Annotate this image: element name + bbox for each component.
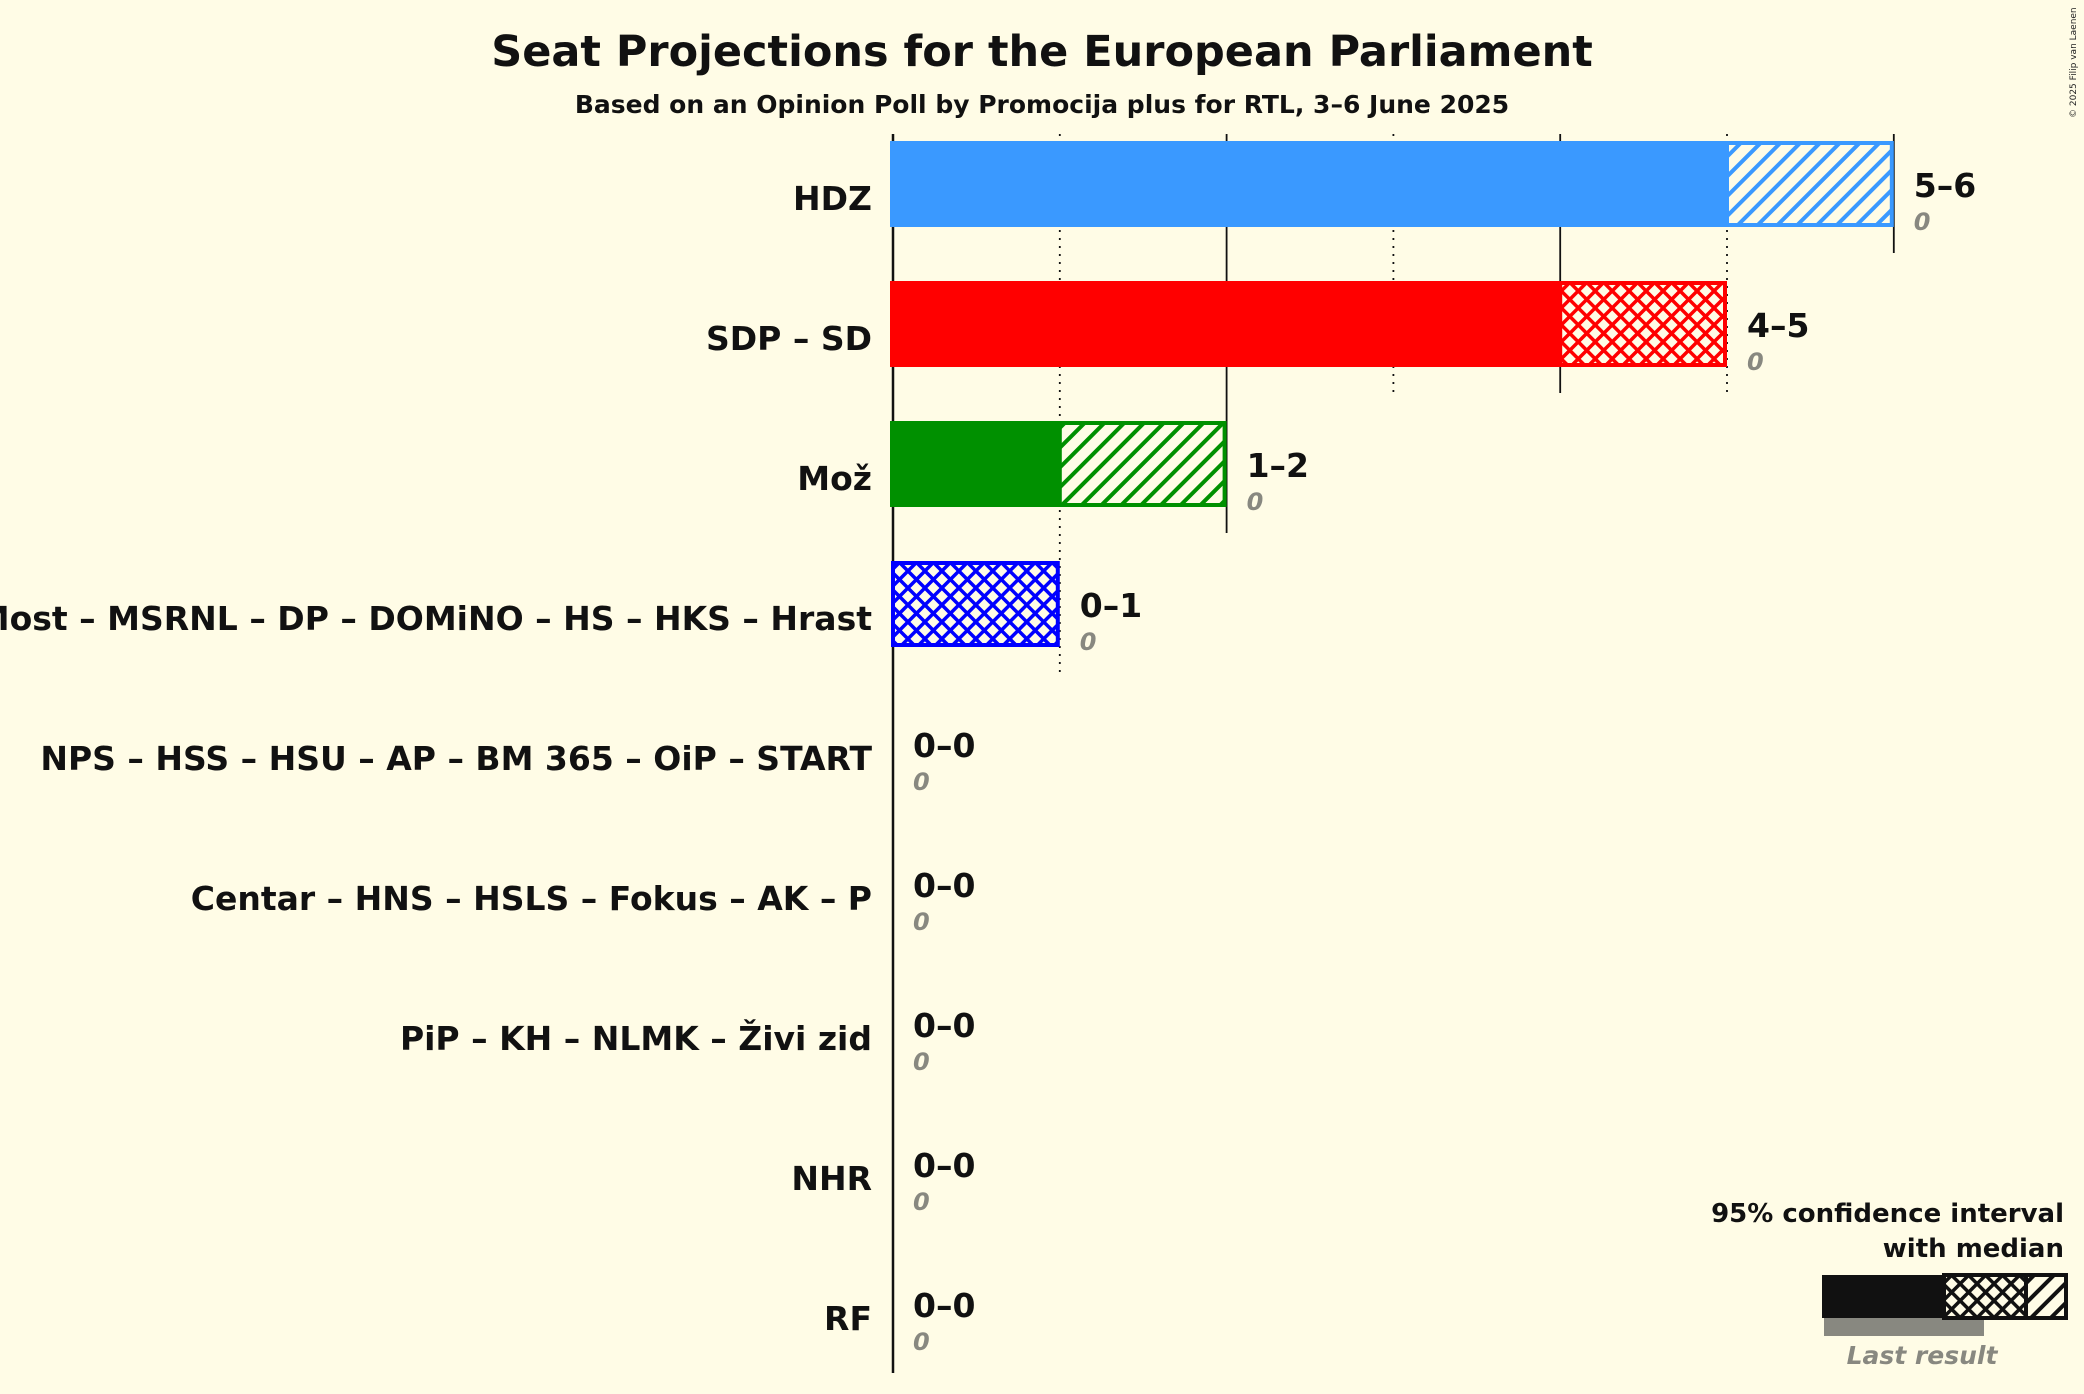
party-label: RF <box>824 1299 872 1338</box>
last-result-label: 0 <box>913 1188 930 1216</box>
copyright-notice: © 2025 Filip van Laenen <box>2069 7 2079 118</box>
last-result-label: 0 <box>1747 348 1764 376</box>
range-label: 0–0 <box>913 1146 975 1185</box>
party-label: NHR <box>791 1159 872 1198</box>
legend-last-result-label: Last result <box>1847 1341 1999 1370</box>
range-label: 0–0 <box>913 866 975 905</box>
legend-last-result-bar <box>1824 1318 1984 1336</box>
party-labels: HDZ 5–6 0 SDP – SD 4–5 0 Mož 1–2 0 Most – MSRNL –… <box>0 166 1976 1356</box>
bar-row-sdp-sd <box>890 281 1727 367</box>
party-label: Most – MSRNL – DP – DOMiNO – HS – HKS – … <box>0 599 872 638</box>
bar-crosshatch <box>1558 281 1727 367</box>
bar-crosshatch <box>891 561 1060 647</box>
legend-hatch-bar <box>2024 1273 2068 1320</box>
range-label: 0–1 <box>1080 586 1142 625</box>
bar-row-mo- <box>890 421 1227 507</box>
bar-hatch <box>1057 421 1227 507</box>
legend-crosshatch-bar <box>1942 1273 2028 1320</box>
bars-group <box>890 141 1894 647</box>
legend: 95% confidence interval with median Last… <box>1711 1199 2068 1370</box>
party-label: HDZ <box>793 179 872 218</box>
last-result-label: 0 <box>913 1328 930 1356</box>
range-label: 1–2 <box>1247 446 1309 485</box>
range-label: 4–5 <box>1747 306 1809 345</box>
legend-title-line2: with median <box>1883 1234 2064 1264</box>
chart-subtitle: Based on an Opinion Poll by Promocija pl… <box>575 90 1509 119</box>
party-label: SDP – SD <box>706 319 872 358</box>
legend-title-line1: 95% confidence interval <box>1711 1199 2064 1229</box>
party-label: NPS – HSS – HSU – AP – BM 365 – OiP – ST… <box>40 739 872 778</box>
last-result-label: 0 <box>1914 208 1931 236</box>
last-result-label: 0 <box>913 1048 930 1076</box>
bar-row-most-msrnl-dp-domino-hs-hks-hrast <box>891 561 1060 647</box>
legend-solid-bar <box>1822 1275 1945 1318</box>
range-label: 0–0 <box>913 726 975 765</box>
party-label: Mož <box>797 459 872 498</box>
bar-row-hdz <box>890 141 1894 227</box>
chart-title: Seat Projections for the European Parlia… <box>491 27 1593 77</box>
party-label: PiP – KH – NLMK – Živi zid <box>400 1018 872 1058</box>
last-result-label: 0 <box>913 768 930 796</box>
last-result-label: 0 <box>913 908 930 936</box>
bar-hatch <box>1725 141 1894 227</box>
range-label: 5–6 <box>1914 166 1976 205</box>
party-label: Centar – HNS – HSLS – Fokus – AK – P <box>191 879 872 918</box>
last-result-label: 0 <box>1080 628 1097 656</box>
last-result-label: 0 <box>1247 488 1264 516</box>
range-label: 0–0 <box>913 1286 975 1325</box>
range-label: 0–0 <box>913 1006 975 1045</box>
